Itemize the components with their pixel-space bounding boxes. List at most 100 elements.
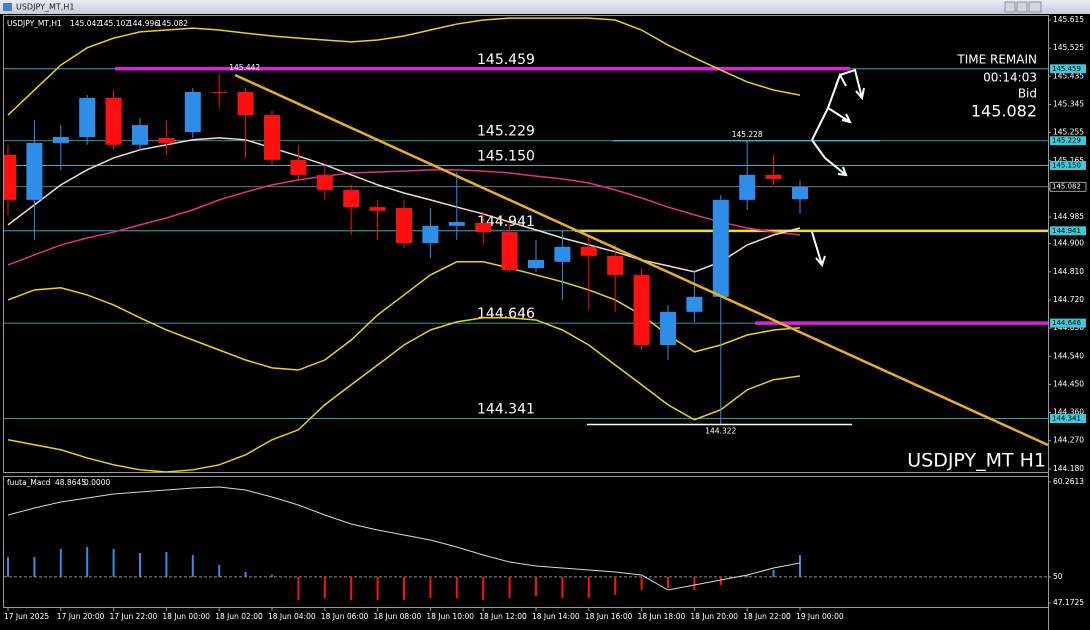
window-title: USDJPY_MT,H1 — [16, 3, 74, 12]
x-tick-label: 17 Jun 22:00 — [110, 612, 158, 621]
y-tick-label: 144.630 — [1053, 323, 1084, 332]
candle-body — [79, 97, 96, 137]
level-label: 145.150 — [477, 148, 535, 164]
arrows — [811, 68, 865, 267]
macd-bar — [535, 576, 537, 596]
macd-bar — [719, 576, 722, 586]
header-low: 144.996 — [128, 19, 159, 28]
minimize-button[interactable] — [1004, 1, 1016, 13]
price-tag-label: 144.646 — [1052, 319, 1081, 327]
macd-bar — [482, 576, 485, 601]
x-tick-label: 17 Jun 20:00 — [57, 612, 105, 621]
candle-body — [158, 137, 175, 143]
x-tick-label: 18 Jun 06:00 — [321, 612, 369, 621]
level-label: 145.459 — [477, 52, 535, 68]
price-tag-label: 145.229 — [1052, 137, 1081, 145]
level-label: 145.229 — [477, 124, 535, 140]
x-tick-label: 18 Jun 20:00 — [690, 612, 738, 621]
price-tag — [1050, 414, 1086, 424]
candle-body — [26, 142, 43, 200]
bid-value: 145.082 — [971, 102, 1037, 121]
macd-bar — [244, 571, 247, 577]
candle-body — [237, 91, 254, 116]
macd-bar — [218, 565, 221, 577]
macd-y-tick-label: 47.1725 — [1053, 598, 1084, 607]
y-tick-label: 144.270 — [1053, 436, 1084, 445]
price-tag-label: 145.150 — [1052, 161, 1081, 169]
maximize-button[interactable] — [1016, 1, 1028, 13]
candle-body — [211, 91, 228, 93]
x-tick-label: 18 Jun 16:00 — [585, 612, 633, 621]
candle-body — [4, 154, 16, 200]
price-tag-label: 145.459 — [1052, 65, 1081, 73]
macd-bar — [350, 576, 353, 601]
trend-line — [234, 73, 1049, 447]
macd-bar — [455, 576, 458, 599]
y-tick-label: 144.540 — [1053, 351, 1084, 360]
price-tag — [1050, 226, 1086, 236]
y-tick-label: 145.345 — [1053, 99, 1084, 108]
price-tag — [1049, 181, 1087, 192]
close-button[interactable] — [1028, 1, 1042, 13]
price-tag — [1050, 160, 1086, 170]
y-tick-label: 144.985 — [1053, 212, 1084, 221]
drawings — [234, 68, 1049, 447]
price-tag-label: 144.341 — [1052, 415, 1081, 423]
candle-body — [765, 174, 782, 179]
macd-bar — [667, 576, 669, 589]
candle-body — [580, 246, 597, 256]
macd-y-tick-label: 50 — [1053, 572, 1063, 581]
extreme-label: 145.442 — [229, 63, 260, 72]
x-tick-label: 18 Jun 12:00 — [479, 612, 527, 621]
macd-bar — [508, 576, 511, 599]
macd-signal — [7, 486, 801, 591]
macd-bar — [587, 576, 590, 599]
candle-body — [132, 125, 148, 145]
arrow — [811, 231, 826, 267]
x-tick-label: 18 Jun 04:00 — [268, 612, 316, 621]
candle-body — [475, 223, 492, 233]
candle-body — [343, 189, 360, 208]
candle-body — [501, 232, 518, 270]
macd-bar — [693, 576, 696, 590]
y-tick-label: 144.450 — [1053, 379, 1084, 388]
arrow — [839, 68, 865, 101]
candle-body — [448, 222, 465, 226]
price-tag — [1050, 318, 1086, 328]
candle-body — [660, 311, 676, 346]
y-tick-label: 144.180 — [1053, 464, 1084, 473]
macd-bar — [33, 557, 36, 577]
macd-bar — [297, 576, 300, 601]
candle-body — [554, 246, 571, 262]
candle-body — [739, 174, 756, 200]
window-title-bar — [0, 0, 1090, 14]
x-tick-label: 18 Jun 02:00 — [215, 612, 263, 621]
candle-body — [712, 199, 729, 297]
candle-body — [528, 259, 544, 269]
time-remain-title: TIME REMAIN — [956, 53, 1037, 67]
x-tick-label: 18 Jun 00:00 — [162, 612, 210, 621]
macd-bar — [112, 548, 115, 577]
price-tag — [1050, 136, 1086, 146]
macd-bar — [59, 548, 62, 577]
macd-y-tick-label: 60.2613 — [1053, 477, 1084, 486]
macd-bar — [614, 576, 617, 595]
header-open: 145.042 — [70, 19, 101, 28]
macd-bar — [799, 554, 801, 577]
y-tick-label: 145.525 — [1053, 43, 1084, 52]
y-tick-label: 145.615 — [1053, 15, 1084, 24]
extreme-label: 145.228 — [732, 130, 763, 139]
candle-body — [396, 207, 412, 244]
y-tick-label: 145.435 — [1053, 71, 1084, 80]
macd-bar — [640, 576, 643, 590]
candle-body — [184, 91, 201, 132]
arrow — [827, 107, 852, 124]
macd-bar — [191, 554, 194, 577]
candle-body — [686, 296, 703, 312]
main-plot: 145.459145.229145.150144.941144.646144.3… — [4, 17, 1048, 472]
window-icon — [3, 3, 12, 11]
x-tick-label: 18 Jun 08:00 — [374, 612, 422, 621]
macd-bar — [271, 575, 273, 577]
candle-body — [633, 274, 650, 346]
